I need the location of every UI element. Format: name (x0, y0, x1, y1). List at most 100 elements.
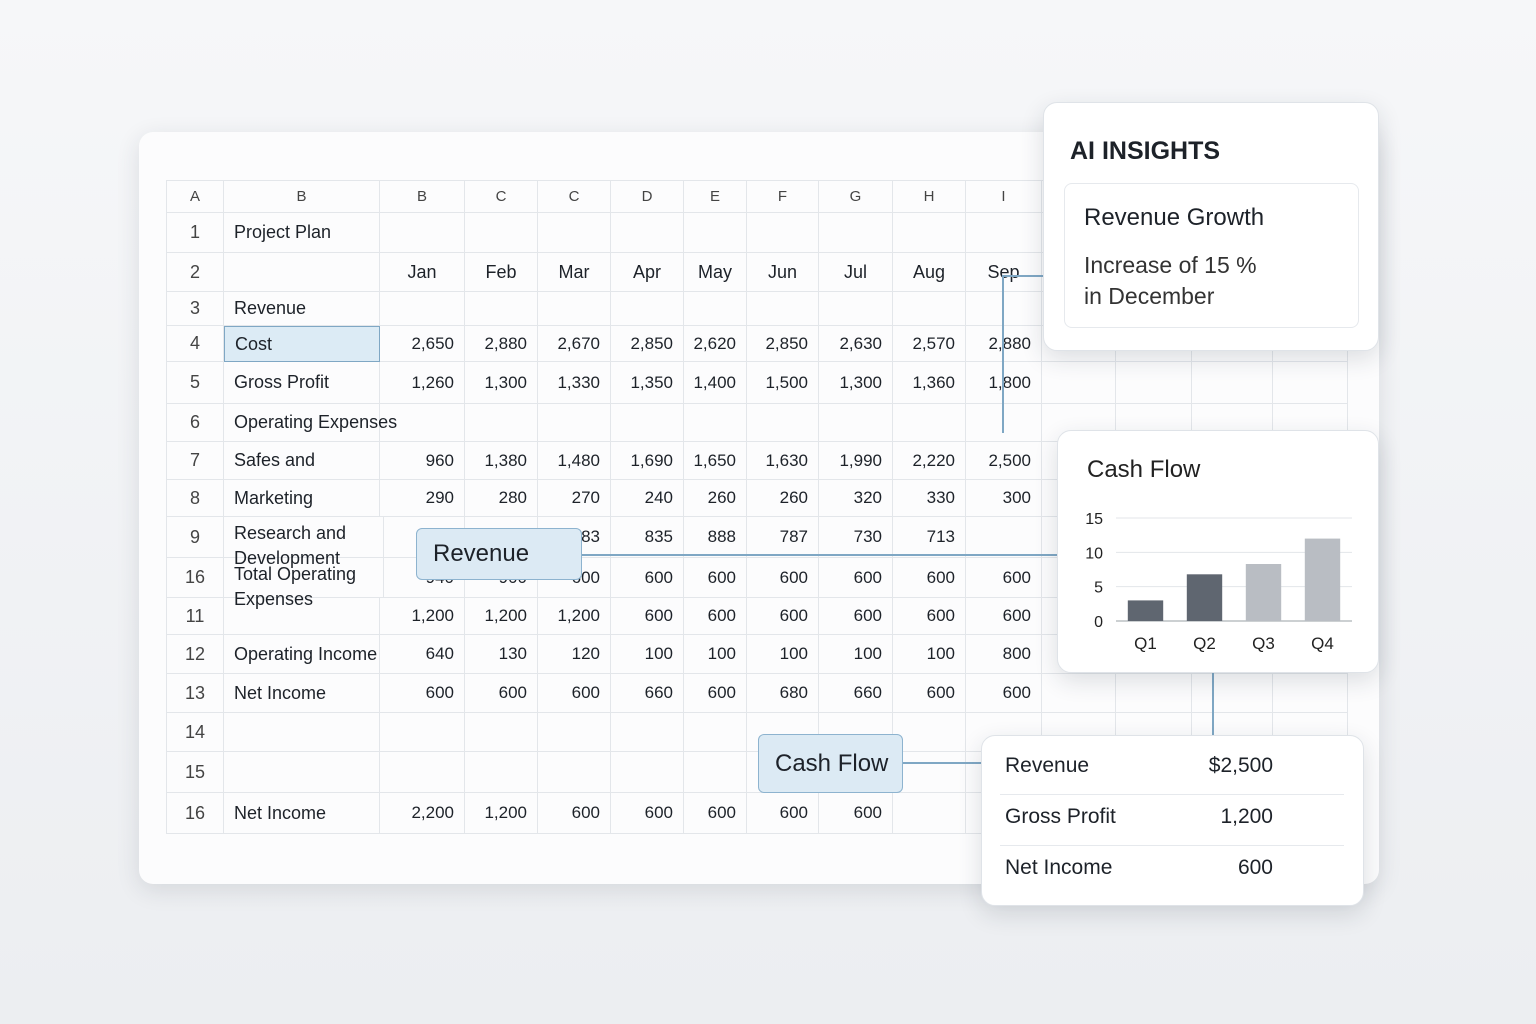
insight-heading: Revenue Growth (1084, 204, 1265, 231)
cell: 1,200 (465, 598, 538, 635)
cell: 600 (684, 674, 747, 713)
callout[interactable]: Cash Flow (758, 734, 903, 793)
cell: 600 (819, 793, 893, 834)
header-cell: F (747, 180, 819, 213)
cell (684, 404, 747, 442)
cell: Marketing (224, 480, 380, 517)
header-cell: E (684, 180, 747, 213)
cell (538, 292, 611, 326)
cell: 1,300 (465, 362, 538, 404)
cell: 600 (538, 674, 611, 713)
cell: 1,350 (611, 362, 684, 404)
cell: 11 (166, 598, 224, 635)
cell (966, 213, 1042, 253)
cell: 1,990 (819, 442, 893, 480)
cell: 100 (893, 635, 966, 674)
cell: Operating Expenses (224, 404, 397, 442)
cell: 600 (819, 558, 893, 598)
cell: Safes and (224, 442, 380, 480)
header-cell: C (538, 180, 611, 213)
cell: May (684, 253, 747, 292)
cell (893, 752, 966, 793)
cell (380, 713, 465, 752)
y-tick-label: 10 (1085, 545, 1103, 562)
cell: 1,380 (465, 442, 538, 480)
insight-item: Revenue Growth Increase of 15 % in Decem… (1064, 183, 1359, 328)
connector (1002, 275, 1044, 277)
cell: 680 (747, 674, 819, 713)
cell: 600 (747, 598, 819, 635)
cell (224, 752, 380, 793)
y-tick-label: 15 (1085, 511, 1103, 528)
header-cell: A (166, 180, 224, 213)
cell: Cost (224, 326, 380, 362)
y-tick-label: 5 (1094, 580, 1103, 597)
cell: Apr (611, 253, 684, 292)
cell: Net Income (224, 793, 380, 834)
cell: 2,500 (966, 442, 1042, 480)
insight-text: in December (1084, 283, 1215, 309)
cell: 1,360 (893, 362, 966, 404)
cell: Revenue (224, 292, 380, 326)
cell: 660 (819, 674, 893, 713)
cell (684, 713, 747, 752)
cell (966, 292, 1042, 326)
cell: 600 (611, 598, 684, 635)
cell (684, 213, 747, 253)
cell: 6 (166, 404, 224, 442)
cell: 280 (465, 480, 538, 517)
cell: 1,690 (611, 442, 684, 480)
cell (465, 752, 538, 793)
cell: 14 (166, 713, 224, 752)
cell (893, 292, 966, 326)
cell: 1,400 (684, 362, 747, 404)
cell: 600 (684, 558, 747, 598)
cell: Jul (819, 253, 893, 292)
cell: Gross Profit (224, 362, 380, 404)
cell: 100 (747, 635, 819, 674)
cell: 2,200 (380, 793, 465, 834)
header-cell: D (611, 180, 684, 213)
cell: 320 (819, 480, 893, 517)
header-cell: G (819, 180, 893, 213)
cell (465, 713, 538, 752)
cell (1273, 362, 1348, 404)
cell: 600 (684, 598, 747, 635)
cell: 100 (611, 635, 684, 674)
cell (611, 292, 684, 326)
cell: 600 (893, 598, 966, 635)
cell: 960 (380, 442, 465, 480)
cell: 16 (166, 793, 224, 834)
cell (1116, 362, 1192, 404)
cell: 2,850 (747, 326, 819, 362)
cell (611, 752, 684, 793)
cell: 600 (893, 558, 966, 598)
chart-title: Cash Flow (1087, 456, 1201, 483)
cell: 660 (611, 674, 684, 713)
cell (538, 752, 611, 793)
callout[interactable]: Revenue (416, 528, 582, 580)
cell (380, 752, 465, 793)
cell: 2,620 (684, 326, 747, 362)
cell: Project Plan (224, 213, 380, 253)
cell: 2,220 (893, 442, 966, 480)
cell (611, 713, 684, 752)
bar (1127, 600, 1164, 621)
cell: Sep (966, 253, 1042, 292)
cell: Total Operating Expenses (224, 558, 384, 609)
insights-title: AI INSIGHTS (1070, 137, 1221, 165)
cell: 2,850 (611, 326, 684, 362)
cell: 800 (966, 635, 1042, 674)
cell (819, 292, 893, 326)
cell (819, 404, 893, 442)
cell: 5 (166, 362, 224, 404)
cell: 640 (380, 635, 465, 674)
cell: 600 (747, 558, 819, 598)
cell: 290 (380, 480, 465, 517)
cell: 2,880 (966, 326, 1042, 362)
cell (1116, 674, 1192, 713)
cell (1042, 674, 1116, 713)
cell: 300 (966, 480, 1042, 517)
cell: 4 (166, 326, 224, 362)
